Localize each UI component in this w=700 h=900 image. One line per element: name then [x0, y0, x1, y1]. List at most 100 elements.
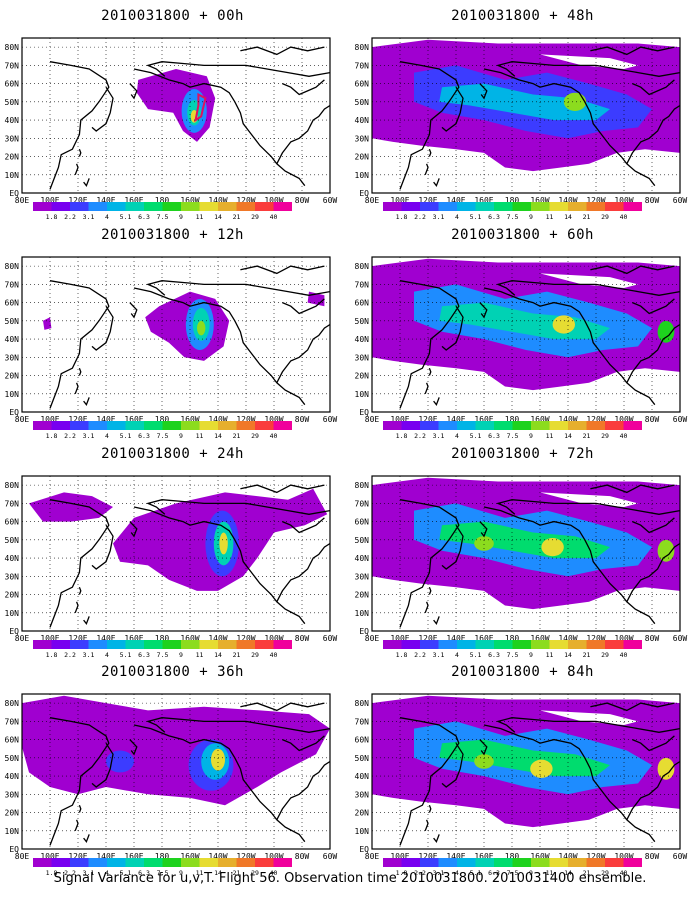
- colorbar-swatch: [438, 202, 457, 211]
- lat-tick-label: 30N: [355, 353, 370, 362]
- lon-tick-label: 80E: [15, 196, 30, 205]
- colorbar-swatch: [181, 640, 200, 649]
- colorbar-label: 9: [529, 869, 533, 877]
- colorbar-swatch: [549, 858, 568, 867]
- colorbar-label: 11: [196, 869, 204, 877]
- colorbar-swatch: [51, 858, 70, 867]
- coastline: [282, 298, 325, 315]
- coastline: [282, 735, 325, 752]
- lon-tick-label: 140E: [446, 852, 465, 861]
- colorbar-swatch: [125, 202, 144, 211]
- coastline: [83, 834, 90, 844]
- lon-tick-label: 160W: [530, 196, 549, 205]
- signal-field-low: [29, 492, 113, 522]
- colorbar-label: 9: [179, 651, 183, 659]
- forecast-panel: 2010031800 + 60h 80N 70N 60N 50N 40N 30N 20N 10N…: [350, 227, 695, 442]
- coastline: [496, 280, 680, 296]
- lat-tick-label: 70N: [355, 717, 370, 726]
- lat-tick-label: 10N: [5, 171, 20, 180]
- lon-tick-label: 80W: [295, 196, 310, 205]
- colorbar-label: 21: [233, 651, 241, 659]
- coastline: [590, 46, 675, 56]
- lon-tick-label: 160E: [474, 196, 493, 205]
- lon-tick-label: 80E: [15, 634, 30, 643]
- colorbar-label: 29: [601, 651, 609, 659]
- graticule: [372, 476, 680, 631]
- colorbar-swatch: [144, 202, 163, 211]
- colorbar-label: 14: [214, 651, 222, 659]
- coastline: [479, 739, 488, 756]
- field-gap: [540, 54, 638, 69]
- lat-tick-label: 80N: [355, 262, 370, 271]
- lon-tick-label: 160E: [474, 852, 493, 861]
- lon-tick-label: 140W: [558, 634, 577, 643]
- colorbar-label: 9: [529, 651, 533, 659]
- coastline: [483, 68, 656, 187]
- colorbar-swatch: [51, 421, 70, 430]
- lon-tick-label: 140W: [208, 634, 227, 643]
- signal-field-low: [43, 317, 52, 330]
- lat-tick-label: 40N: [355, 554, 370, 563]
- lon-tick-label: 100W: [614, 852, 633, 861]
- coastline: [441, 742, 464, 788]
- colorbar-swatch: [51, 640, 70, 649]
- colorbar-label: 2.2: [414, 651, 426, 659]
- colorbar-label: 7.5: [507, 869, 519, 877]
- colorbar-label: 1.8: [396, 869, 408, 877]
- coastline: [441, 305, 464, 351]
- colorbar-label: 1.8: [46, 213, 58, 221]
- coastline: [83, 616, 90, 626]
- colorbar-label: 4: [455, 432, 459, 440]
- lat-tick-label: 20N: [5, 153, 20, 162]
- coastline: [74, 382, 79, 395]
- colorbar-swatch: [181, 858, 200, 867]
- colorbar-label: 5.1: [120, 213, 132, 221]
- lon-tick-label: 140E: [96, 415, 115, 424]
- colorbar-label: 29: [251, 651, 259, 659]
- colorbar-swatch: [420, 421, 439, 430]
- coastlines: [399, 265, 680, 409]
- lon-tick-label: 80W: [295, 634, 310, 643]
- colorbar-swatch: [273, 202, 292, 211]
- colorbar-swatch: [494, 858, 513, 867]
- lon-tick-label: 160E: [124, 415, 143, 424]
- colorbar-swatch: [457, 640, 476, 649]
- colorbar-swatch: [549, 640, 568, 649]
- lon-tick-label: 140E: [96, 634, 115, 643]
- lat-tick-label: 30N: [355, 572, 370, 581]
- coastline: [129, 83, 138, 100]
- colorbar-label: 6.3: [488, 213, 500, 221]
- colorbar-swatch: [255, 202, 274, 211]
- signal-field-max-contour: [194, 92, 207, 123]
- colorbar-label: 4: [455, 651, 459, 659]
- colorbar-label: 5.1: [470, 213, 482, 221]
- coastlines: [49, 46, 330, 190]
- colorbar-label: 14: [214, 432, 222, 440]
- coastline: [78, 586, 82, 595]
- colorbar-label: 40: [620, 651, 628, 659]
- signal-field-peak: [211, 748, 225, 771]
- lon-tick-label: 100W: [264, 196, 283, 205]
- lon-tick-label: 120E: [68, 415, 87, 424]
- colorbar-swatch: [457, 858, 476, 867]
- panel-title: 2010031800 + 60h: [451, 227, 594, 243]
- lat-tick-label: EQ: [9, 408, 19, 417]
- coastline: [399, 280, 460, 409]
- forecast-panel: 2010031800 + 48h 80N 70N 60N 50N 40N 30N 20N 10N…: [350, 8, 695, 223]
- lat-tick-label: 40N: [5, 335, 20, 344]
- lon-tick-label: 100E: [390, 852, 409, 861]
- lon-tick-label: 100W: [614, 415, 633, 424]
- colorbar-swatch: [586, 640, 605, 649]
- colorbar: 1.8 2.2 3.1 4 5.1 6.3 7.5 9 11 14 21 29 40: [383, 640, 642, 659]
- lon-tick-label: 100W: [614, 196, 633, 205]
- lat-tick-label: 80N: [355, 481, 370, 490]
- colorbar-swatch: [70, 640, 89, 649]
- colorbar-label: 9: [179, 213, 183, 221]
- colorbar-label: 9: [179, 432, 183, 440]
- colorbar-label: 5.1: [470, 651, 482, 659]
- colorbar-label: 40: [620, 213, 628, 221]
- lat-tick-label: 20N: [355, 153, 370, 162]
- coastline: [276, 542, 330, 603]
